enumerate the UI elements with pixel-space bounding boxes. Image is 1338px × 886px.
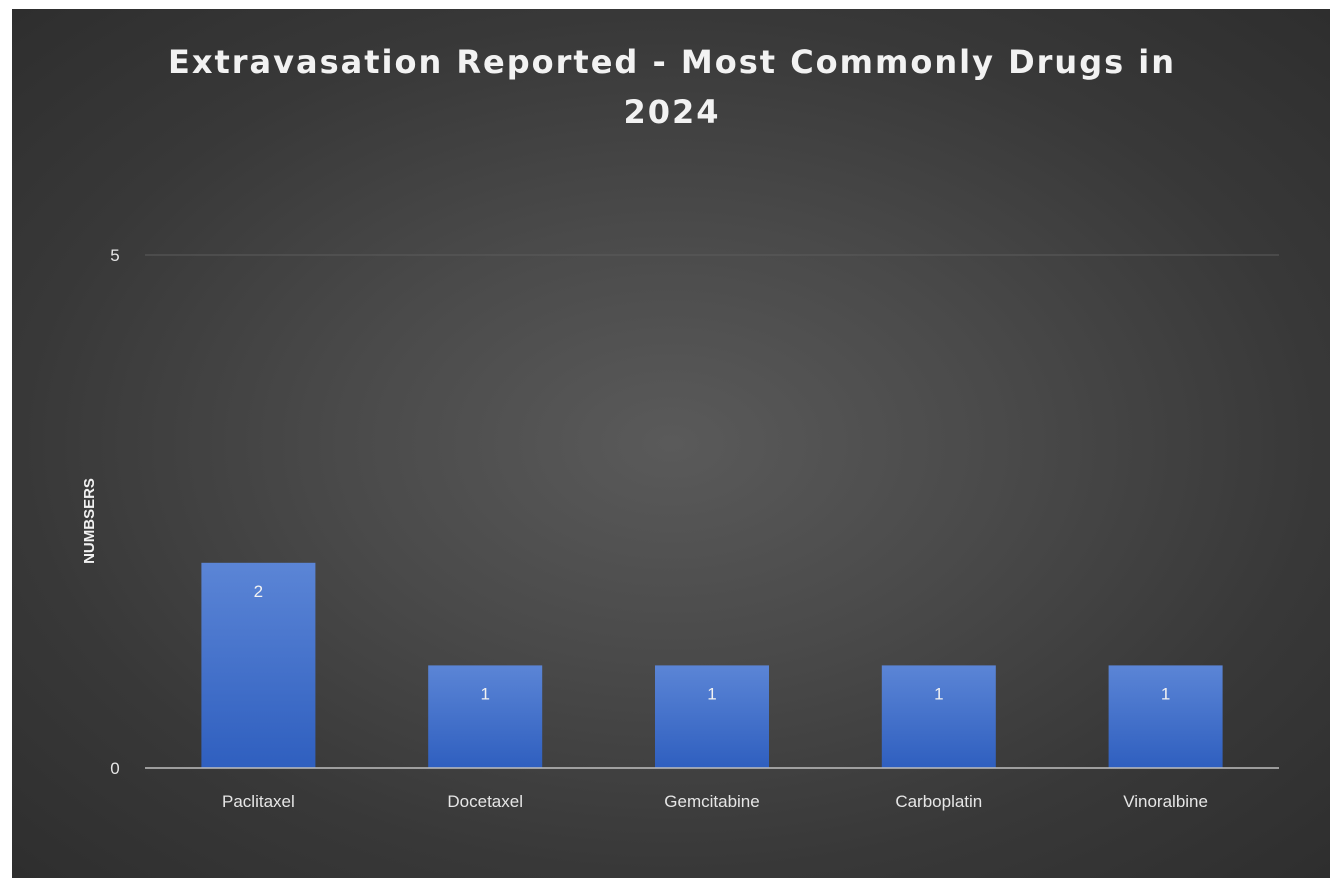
- chart-area: Extravasation Reported - Most Commonly D…: [12, 9, 1330, 878]
- x-tick-label: Carboplatin: [895, 792, 982, 811]
- y-axis-title: NUMBSERS: [81, 478, 98, 564]
- bar: [201, 562, 316, 768]
- bar: [881, 665, 996, 768]
- bar: [428, 665, 543, 768]
- bar: [1108, 665, 1223, 768]
- chart-title: Extravasation Reported - Most Commonly D…: [167, 43, 1177, 131]
- data-label: 2: [254, 582, 263, 601]
- x-tick-label: Docetaxel: [447, 792, 523, 811]
- x-tick-label: Gemcitabine: [664, 792, 759, 811]
- data-label: 1: [1161, 684, 1170, 703]
- x-tick-label: Paclitaxel: [222, 792, 295, 811]
- y-tick-label: 0: [110, 759, 119, 778]
- data-label: 1: [707, 684, 716, 703]
- data-label: 1: [480, 684, 489, 703]
- plot-svg: NUMBSERS 0 5 2 Paclitaxel 1 Docetaxel 1 Gemcita…: [81, 246, 1279, 811]
- y-tick-label: 5: [110, 246, 119, 265]
- x-tick-label: Vinoralbine: [1123, 792, 1208, 811]
- bar: [655, 665, 769, 768]
- data-label: 1: [934, 684, 943, 703]
